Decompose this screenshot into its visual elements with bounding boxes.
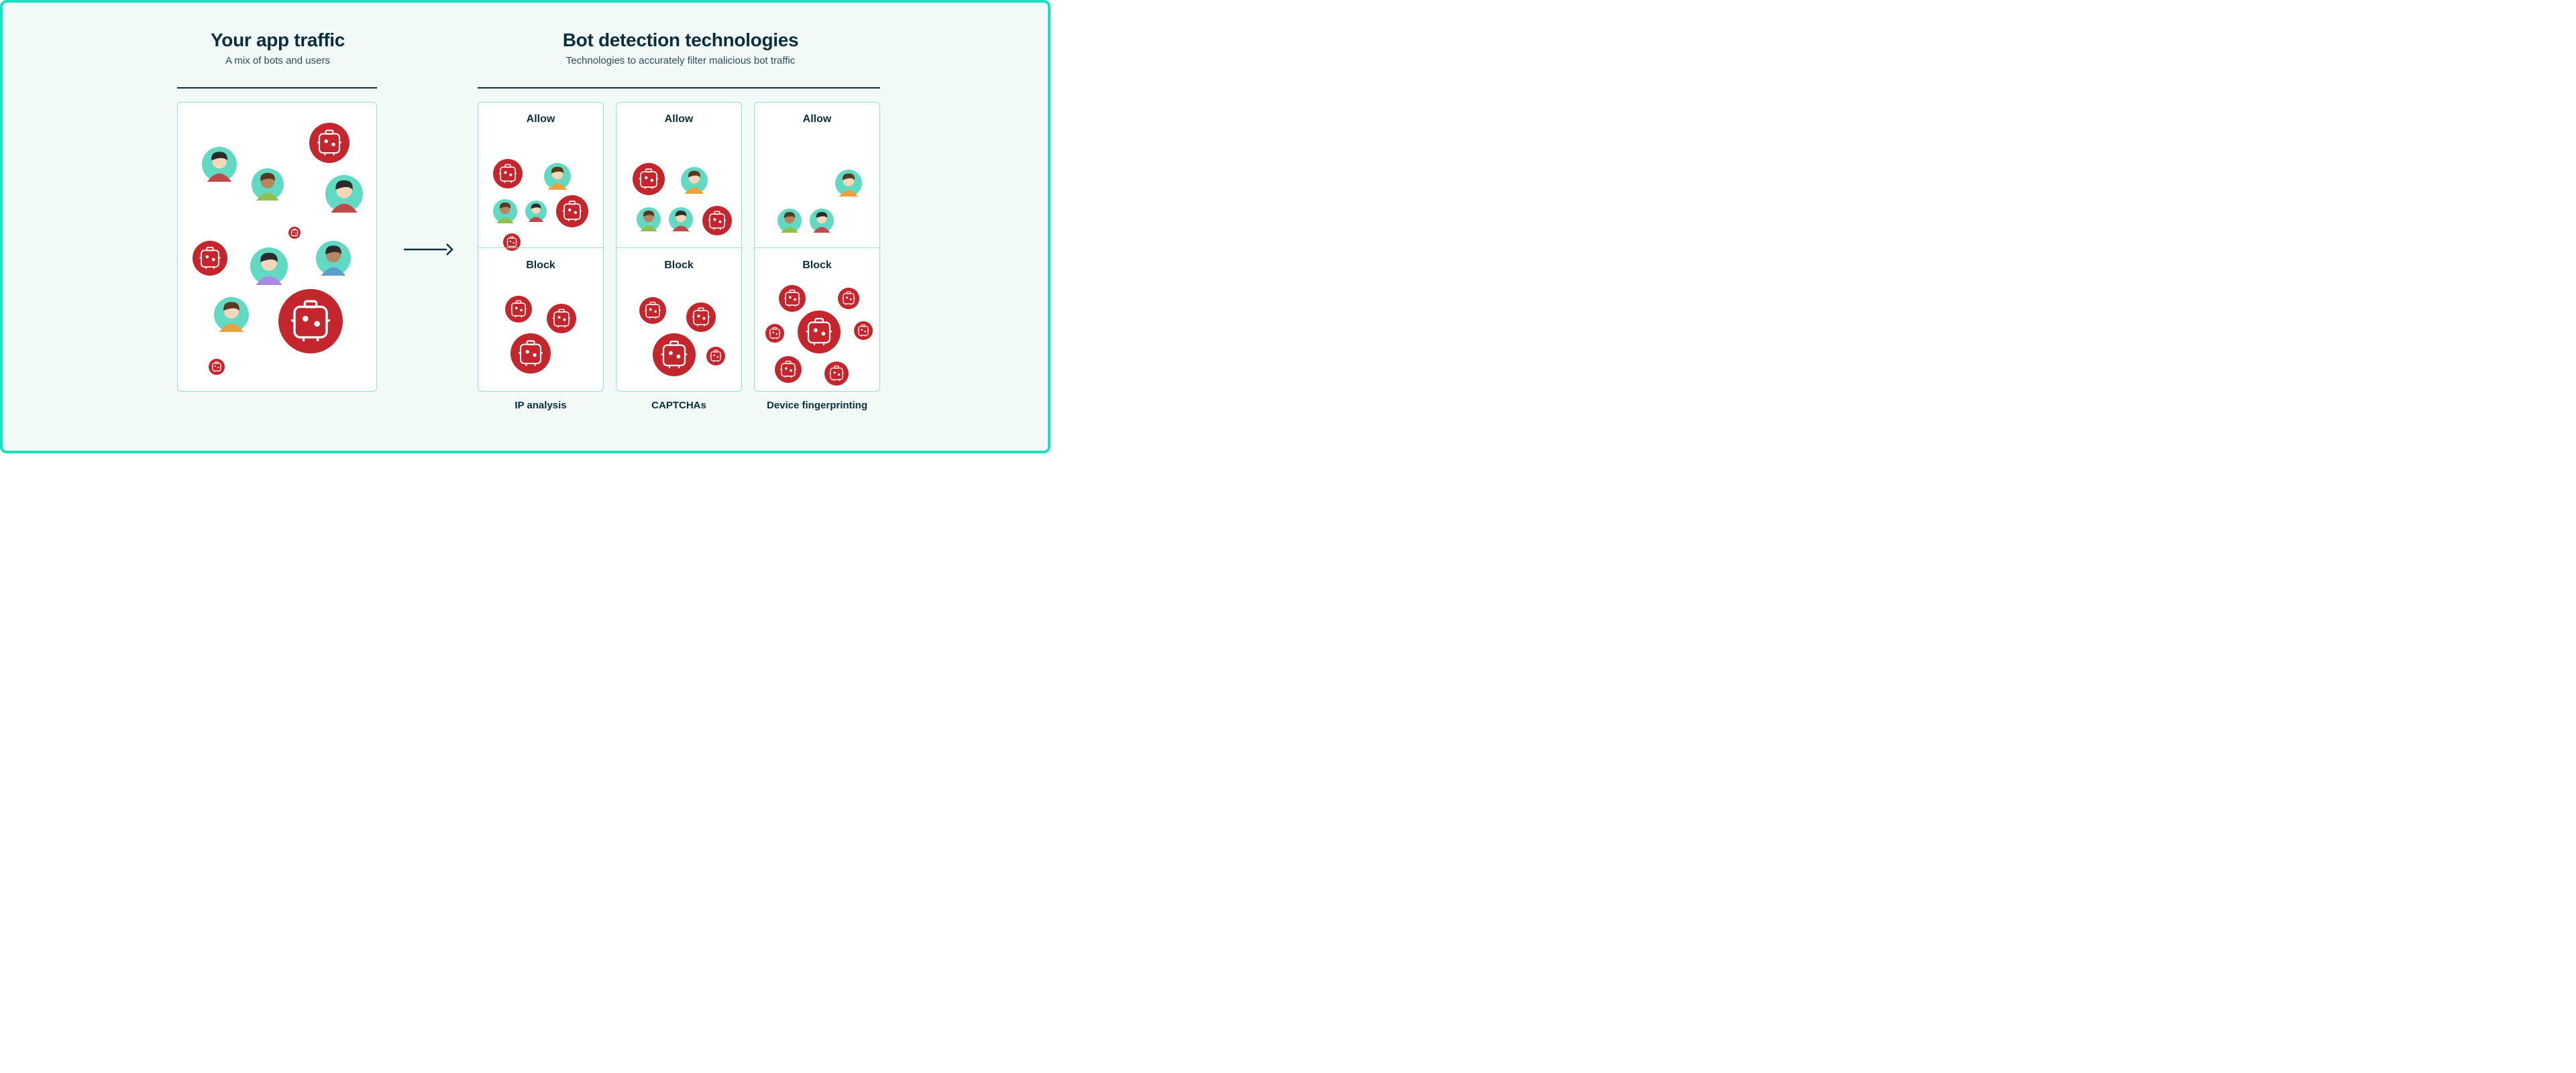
bot-icon — [503, 233, 521, 251]
allow-label: Allow — [478, 113, 603, 125]
allow-label: Allow — [755, 113, 879, 125]
user-icon — [214, 297, 249, 332]
bot-icon — [765, 324, 784, 343]
block-label: Block — [755, 260, 879, 272]
bot-icon — [824, 361, 849, 386]
tech-divider — [478, 247, 603, 248]
allow-label: Allow — [616, 113, 741, 125]
left-title: Your app traffic — [177, 30, 378, 51]
user-icon — [202, 147, 237, 182]
bot-icon — [798, 310, 841, 353]
right-subtitle: Technologies to accurately filter malici… — [478, 55, 883, 66]
tech-divider — [755, 247, 879, 248]
right-divider — [478, 87, 880, 89]
user-icon — [835, 170, 862, 196]
left-subtitle: A mix of bots and users — [177, 55, 378, 66]
bot-icon — [505, 296, 532, 323]
tech-divider — [616, 247, 741, 248]
block-label: Block — [616, 260, 741, 272]
bot-icon — [838, 288, 859, 309]
bot-icon — [779, 285, 806, 312]
bot-icon — [633, 163, 665, 195]
tech-caption-ip: IP analysis — [478, 400, 604, 411]
bot-icon — [309, 123, 350, 163]
bot-icon — [653, 333, 696, 376]
tech-panel-device: Allow Block — [754, 102, 880, 392]
block-label: Block — [478, 260, 603, 272]
user-icon — [544, 163, 571, 190]
ip-allow-scatter — [478, 127, 604, 247]
user-icon — [316, 241, 351, 276]
bot-icon — [686, 302, 716, 332]
user-icon — [493, 199, 517, 223]
bot-icon — [193, 241, 227, 276]
device-block-scatter — [755, 274, 881, 388]
bot-icon — [639, 297, 666, 324]
tech-panel-captcha: Allow — [616, 102, 742, 392]
captcha-block-scatter — [616, 274, 743, 388]
tech-caption-device: Device fingerprinting — [754, 400, 880, 411]
arrow-icon — [402, 241, 453, 258]
traffic-panel — [177, 102, 377, 392]
bot-icon — [702, 206, 732, 235]
bot-icon — [288, 227, 301, 239]
user-icon — [777, 209, 802, 233]
user-icon — [325, 175, 363, 213]
bot-icon — [493, 159, 523, 188]
tech-panel-ip: Allow — [478, 102, 604, 392]
tech-caption-captcha: CAPTCHAs — [616, 400, 742, 411]
bot-icon — [278, 289, 343, 353]
user-icon — [681, 167, 708, 194]
traffic-scatter — [178, 103, 378, 392]
user-icon — [525, 201, 547, 222]
right-header: Bot detection technologies Technologies … — [478, 30, 883, 66]
ip-block-scatter — [478, 274, 604, 388]
user-icon — [669, 207, 693, 231]
user-icon — [637, 207, 661, 231]
bot-icon — [556, 195, 588, 227]
user-icon — [252, 168, 284, 201]
left-divider — [177, 87, 377, 89]
left-header: Your app traffic A mix of bots and users — [177, 30, 378, 66]
captcha-allow-scatter — [616, 127, 743, 247]
bot-icon — [547, 304, 576, 333]
bot-icon — [511, 333, 551, 374]
bot-icon — [854, 321, 873, 340]
right-title: Bot detection technologies — [478, 30, 883, 51]
infographic-frame: Your app traffic A mix of bots and users… — [0, 0, 1051, 453]
user-icon — [250, 247, 288, 285]
device-allow-scatter — [755, 127, 881, 247]
bot-icon — [209, 359, 225, 375]
bot-icon — [706, 347, 725, 365]
bot-icon — [775, 356, 802, 383]
user-icon — [810, 209, 834, 233]
